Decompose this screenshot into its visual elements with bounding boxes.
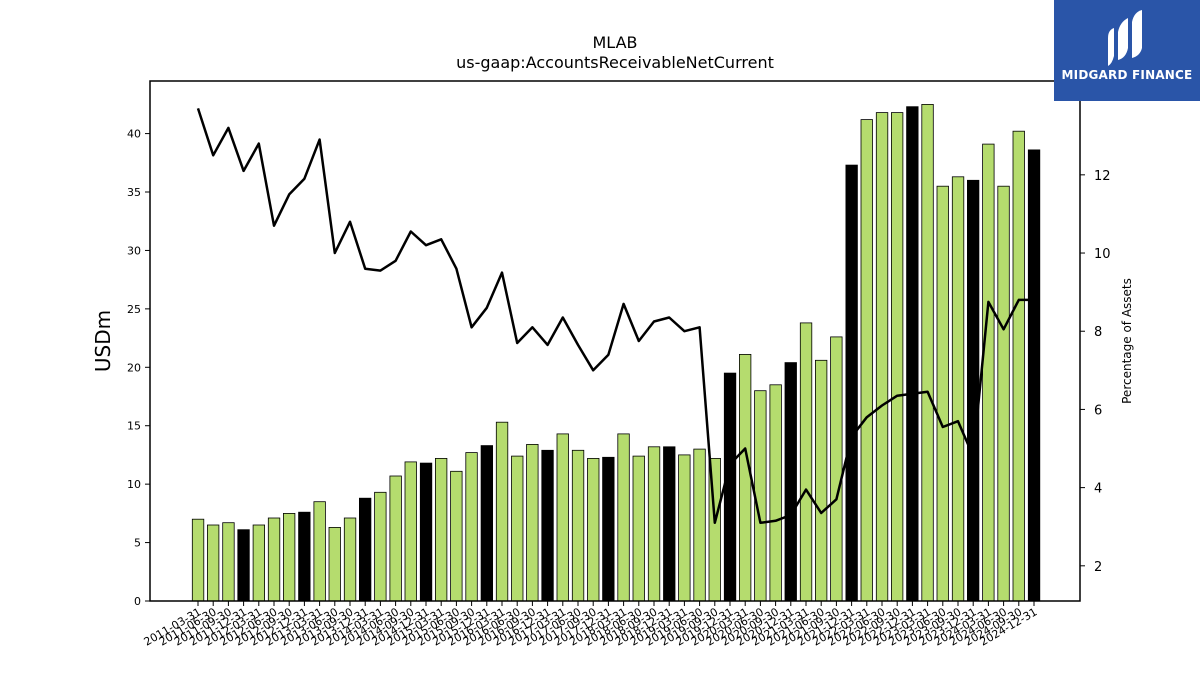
- bar: [571, 449, 585, 602]
- midgard-logo-icon: [1108, 10, 1142, 66]
- bar: [982, 143, 995, 602]
- bar: [465, 452, 478, 602]
- y-tick-label: 10: [127, 478, 141, 491]
- bar: [222, 522, 235, 602]
- bar: [541, 449, 554, 602]
- bar: [799, 322, 813, 602]
- bar: [282, 513, 296, 602]
- bar: [678, 454, 691, 602]
- axes: 0510152025303540246810122011-03-312011-0…: [127, 80, 1111, 649]
- midgard-finance-logo: MIDGARD FINANCE: [1054, 0, 1200, 101]
- y2-tick-label: 8: [1094, 325, 1102, 340]
- logo-text: MIDGARD FINANCE: [1061, 68, 1193, 82]
- bar: [404, 461, 417, 602]
- bar: [587, 457, 600, 602]
- percentage-line: [196, 108, 1034, 525]
- bar: [358, 497, 372, 602]
- y-tick-label: 0: [134, 595, 141, 608]
- y-tick-label: 20: [127, 361, 141, 374]
- chart-subtitle: us-gaap:AccountsReceivableNetCurrent: [456, 53, 774, 72]
- y-tick-label: 15: [127, 420, 141, 433]
- bar: [632, 455, 645, 602]
- bar: [328, 527, 341, 602]
- bar: [693, 448, 706, 602]
- y-axis-label: USDm: [91, 310, 115, 372]
- y2-tick-label: 4: [1094, 482, 1102, 497]
- bar: [967, 179, 980, 602]
- bar: [374, 491, 387, 602]
- chart-title: MLAB: [592, 33, 637, 52]
- bar: [815, 359, 828, 602]
- bar: [754, 390, 767, 602]
- bar: [617, 433, 630, 602]
- y2-tick-label: 12: [1094, 169, 1111, 184]
- bar: [845, 164, 858, 602]
- bar: [951, 176, 965, 602]
- y2-tick-label: 10: [1094, 247, 1111, 262]
- bar: [936, 185, 949, 602]
- bar: [647, 446, 661, 602]
- y2-axis-label: Percentage of Assets: [1120, 278, 1134, 404]
- bar: [419, 462, 433, 602]
- bar: [495, 421, 509, 602]
- bar: [784, 362, 797, 602]
- bar: [891, 112, 904, 602]
- bar: [511, 455, 524, 602]
- bar: [313, 501, 326, 602]
- bar: [663, 446, 676, 602]
- y-tick-label: 30: [127, 244, 141, 257]
- bar: [191, 518, 205, 602]
- bar: [480, 445, 494, 602]
- bar: [602, 456, 615, 602]
- bar: [997, 185, 1010, 602]
- bar: [267, 517, 281, 602]
- bar: [906, 106, 919, 602]
- bar: [921, 104, 934, 602]
- y2-tick-label: 2: [1094, 560, 1102, 575]
- bar: [830, 336, 843, 602]
- bar: [769, 384, 782, 602]
- bar: [206, 524, 220, 602]
- bar: [556, 433, 569, 602]
- bar: [739, 353, 752, 602]
- y-tick-label: 35: [127, 186, 141, 199]
- line-group: [196, 108, 1034, 525]
- bar: [723, 372, 737, 602]
- y-tick-label: 5: [134, 537, 141, 550]
- bar: [1027, 149, 1041, 602]
- bar: [343, 517, 357, 602]
- bar: [434, 457, 448, 602]
- bar: [526, 443, 539, 602]
- bar: [237, 529, 250, 602]
- bar: [450, 470, 463, 602]
- bar-group: [191, 104, 1041, 602]
- bar: [1012, 130, 1025, 602]
- plot-frame: [149, 80, 1081, 602]
- bar: [875, 112, 889, 602]
- y2-tick-label: 6: [1094, 403, 1102, 418]
- bar: [252, 524, 266, 602]
- bar: [298, 511, 311, 602]
- bar: [389, 475, 402, 602]
- y-tick-label: 40: [127, 128, 141, 141]
- bar: [860, 119, 873, 602]
- y-tick-label: 25: [127, 303, 141, 316]
